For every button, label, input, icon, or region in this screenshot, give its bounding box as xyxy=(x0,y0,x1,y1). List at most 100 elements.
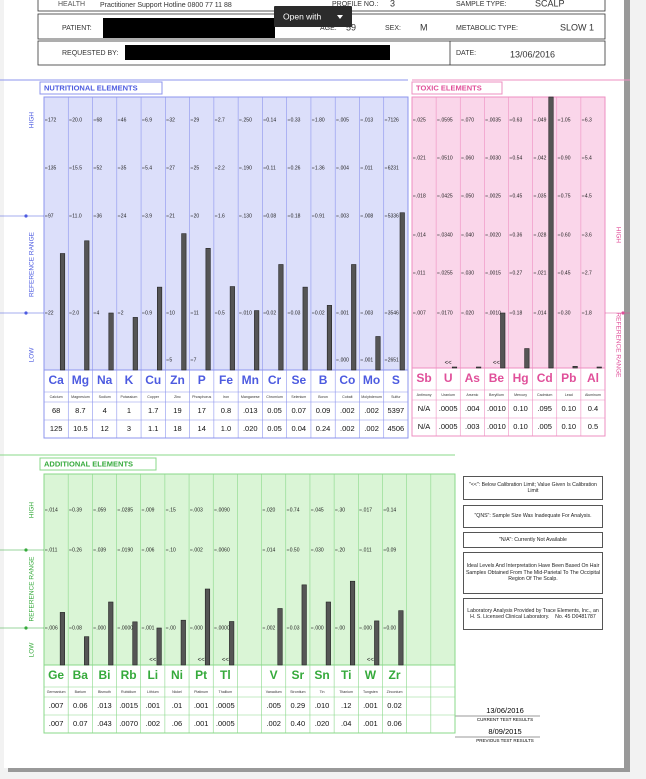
section-title: NUTRITIONAL ELEMENTS xyxy=(44,83,138,92)
previous-value: 0.24 xyxy=(316,424,331,433)
result-bar xyxy=(399,212,405,371)
chart-area xyxy=(43,473,456,666)
element-name: Magnesium xyxy=(71,395,90,399)
section-title: TOXIC ELEMENTS xyxy=(416,83,482,92)
element-name: Lithium xyxy=(147,690,159,694)
age-label: AGE: xyxy=(320,25,337,32)
tick-label: 0.18 xyxy=(291,213,301,219)
tick-label: 0.30 xyxy=(561,310,571,316)
current-value: N/A xyxy=(418,404,431,413)
tick-label: 24 xyxy=(121,213,127,219)
element-symbol: Cu xyxy=(145,373,161,387)
reference-dot xyxy=(24,548,28,552)
tick-label: 1.05 xyxy=(561,117,571,123)
tick-label: 0.45 xyxy=(561,270,571,276)
result-bar xyxy=(524,348,530,369)
result-bar xyxy=(254,310,260,371)
open-with-button[interactable]: Open with xyxy=(274,6,352,27)
previous-value: 1.1 xyxy=(148,424,158,433)
tick-label: .0000 xyxy=(121,625,134,631)
tick-label: .003 xyxy=(339,213,349,219)
tick-label: 0.54 xyxy=(513,155,523,161)
current-value: 8.7 xyxy=(75,406,85,415)
tick-label: 0.91 xyxy=(315,213,325,219)
note: "N/A": Currently Not Available xyxy=(463,532,603,548)
reference-dot xyxy=(24,626,28,630)
result-bar xyxy=(302,286,308,371)
title-tab xyxy=(39,457,157,471)
current-value: .095 xyxy=(537,404,552,413)
element-symbol: V xyxy=(270,668,278,682)
flag: << xyxy=(367,658,375,664)
tick-label: .004 xyxy=(339,165,349,171)
tick-label: .014 xyxy=(416,232,426,238)
element-name: Tin xyxy=(320,690,325,694)
previous-value: 125 xyxy=(50,424,63,433)
current-value: .001 xyxy=(194,701,209,710)
element-name: Mercury xyxy=(514,393,527,397)
requested-row xyxy=(37,40,606,66)
result-bar xyxy=(572,366,578,369)
element-symbol: W xyxy=(365,668,377,682)
tick-label: 0.26 xyxy=(72,547,82,553)
result-bar xyxy=(229,621,235,666)
element-name: Nickel xyxy=(172,690,182,694)
tick-label: 36 xyxy=(97,213,103,219)
result-bar xyxy=(278,264,284,371)
side-label: REFERENCE RANGE xyxy=(29,231,36,297)
tick-label: 5.4 xyxy=(145,165,152,171)
current-value: 0.07 xyxy=(291,406,306,415)
tick-label: .000 xyxy=(96,625,106,631)
current-value: 1 xyxy=(127,406,131,415)
previous-value: .002 xyxy=(340,424,355,433)
tick-label: .0025 xyxy=(488,193,501,199)
previous-value: 1.0 xyxy=(221,424,231,433)
tick-label: 2.2 xyxy=(218,165,225,171)
tick-label: .000 xyxy=(339,357,349,363)
current-value: 0.09 xyxy=(316,406,331,415)
reference-dot xyxy=(24,311,28,315)
result-bar xyxy=(205,248,211,371)
result-bar xyxy=(204,588,211,666)
element-symbol: Ni xyxy=(171,668,183,682)
age: 59 xyxy=(346,22,356,32)
tick-label: .050 xyxy=(464,193,474,199)
result-bar xyxy=(84,636,90,666)
tick-label: 0.14 xyxy=(266,117,276,123)
element-name: Vanadium xyxy=(266,690,282,694)
result-bar xyxy=(132,621,138,666)
element-name: Manganese xyxy=(241,395,260,399)
tick-label: .030 xyxy=(314,547,324,553)
tick-label: .007 xyxy=(416,310,426,316)
chart-area xyxy=(43,96,409,371)
caret[interactable] xyxy=(337,15,343,19)
tick-label: .003 xyxy=(363,310,373,316)
tick-label: .028 xyxy=(537,232,547,238)
button-bg[interactable] xyxy=(274,6,352,27)
previous-value: 12 xyxy=(100,424,108,433)
previous-value: .0070 xyxy=(119,719,138,728)
tick-label: 2.7 xyxy=(585,270,592,276)
button-label[interactable]: Open with xyxy=(283,11,322,21)
tick-label: .011 xyxy=(363,165,373,171)
element-symbol: Se xyxy=(291,373,306,387)
previous-value: N/A xyxy=(418,422,431,431)
profile-label: PROFILE NO.: xyxy=(332,1,378,8)
element-name: Rubidium xyxy=(121,690,136,694)
tick-label: .020 xyxy=(464,310,474,316)
previous-value: .0010 xyxy=(487,422,506,431)
element-name: Uranium xyxy=(441,393,455,397)
element-name: Iron xyxy=(223,395,229,399)
tick-label: 172 xyxy=(48,117,57,123)
element-symbol: As xyxy=(465,371,481,385)
previous-value: .0005 xyxy=(439,422,458,431)
element-name: Cadmium xyxy=(537,393,552,397)
tick-label: .002 xyxy=(266,625,276,631)
tick-label: 3.6 xyxy=(585,232,592,238)
result-bar xyxy=(180,619,186,666)
current-value: .013 xyxy=(97,701,112,710)
previous-value: 0.10 xyxy=(562,422,577,431)
tick-label: .039 xyxy=(96,547,106,553)
tick-label: .009 xyxy=(145,507,155,513)
tick-label: .070 xyxy=(464,117,474,123)
